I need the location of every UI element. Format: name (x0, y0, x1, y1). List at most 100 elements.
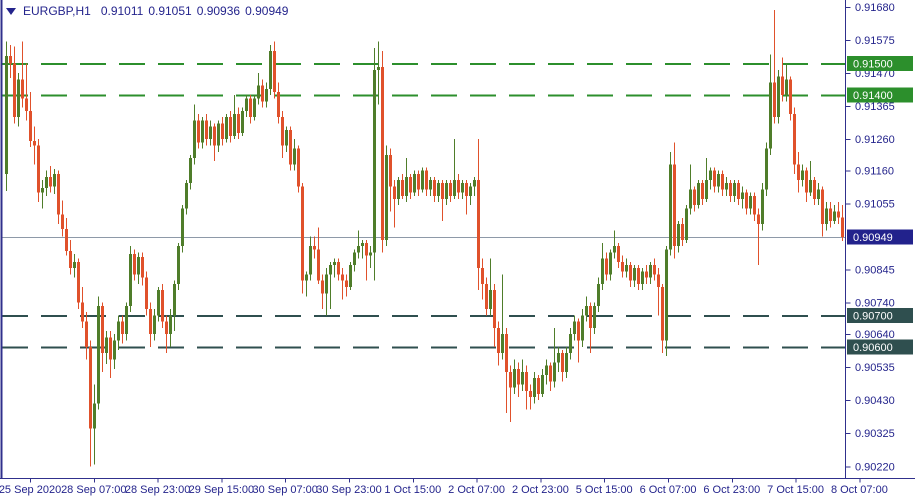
candle-bull (157, 290, 160, 316)
candle-bull (741, 192, 744, 199)
candle-bull (153, 315, 156, 335)
candle-bear (85, 321, 88, 347)
candle-bear (229, 117, 232, 137)
candle-bull (705, 180, 708, 199)
candle-bear (29, 110, 32, 141)
candle-bear (281, 117, 284, 146)
candle-bear (197, 120, 200, 143)
candle-bear (261, 85, 264, 102)
candle-bull (385, 154, 388, 240)
x-axis-label: 2 Oct 23:00 (512, 484, 569, 496)
price-level-badge (847, 339, 913, 355)
x-axis-label: 28 Sep 23:00 (125, 484, 190, 496)
price-level-badge-label: 0.90700 (853, 310, 893, 322)
candle-bear (693, 189, 696, 206)
candle-bull (709, 170, 712, 181)
y-axis-label: 0.90535 (855, 362, 895, 374)
candle-bear (417, 173, 420, 190)
candle-bull (253, 98, 256, 118)
y-axis-label: 0.90220 (855, 461, 895, 473)
candle-bear (77, 261, 80, 303)
candle-bull (761, 189, 764, 225)
candle-bull (73, 261, 76, 269)
candle-bear (165, 321, 168, 335)
candle-bear (517, 368, 520, 385)
candle-bear (133, 253, 136, 275)
candle-bull (777, 76, 780, 118)
candle-bull (809, 180, 812, 193)
candle-bull (333, 261, 336, 265)
candle-bear (337, 261, 340, 275)
candle-bear (21, 79, 24, 99)
y-axis-label: 0.90640 (855, 329, 895, 341)
ohlc-high-value: 0.91051 (148, 4, 192, 18)
y-axis-label: 0.91575 (855, 35, 895, 47)
candle-bear (13, 63, 16, 118)
candle-bear (237, 114, 240, 133)
y-axis-label: 0.91055 (855, 199, 895, 211)
candle-bear (145, 277, 148, 310)
candle-bull (169, 315, 172, 335)
candle-bear (729, 183, 732, 196)
candle-bull (609, 252, 612, 275)
candle-bear (789, 79, 792, 115)
candle-bull (353, 252, 356, 265)
y-axis-label: 0.90325 (855, 428, 895, 440)
x-axis-label: 29 Sep 15:00 (189, 484, 254, 496)
candle-bull (541, 375, 544, 394)
candle-bull (717, 173, 720, 187)
candle-bear (477, 180, 480, 269)
candle-bull (53, 173, 56, 187)
candle-bull (405, 176, 408, 196)
candle-bull (649, 264, 652, 278)
candle-bull (533, 378, 536, 398)
candle-bull (377, 66, 380, 71)
candle-bear (821, 189, 824, 225)
candle-bear (297, 148, 300, 187)
x-axis-label: 2 Oct 07:00 (448, 484, 505, 496)
candle-bull (173, 283, 176, 316)
candle-bear (797, 164, 800, 181)
candle-bear (661, 287, 664, 341)
candle-bull (677, 224, 680, 247)
candle-bull (725, 183, 728, 190)
candle-bull (565, 353, 568, 372)
x-axis-label: 6 Oct 23:00 (703, 484, 760, 496)
y-axis-label: 0.91260 (855, 134, 895, 146)
candle-bull (785, 79, 788, 96)
y-axis-label: 0.90430 (855, 395, 895, 407)
candle-bear (441, 183, 444, 199)
candle-bear (81, 302, 84, 322)
candle-bear (205, 120, 208, 140)
candle-bear (457, 180, 460, 193)
candle-bear (345, 280, 348, 288)
candle-bear (713, 170, 716, 187)
candle-bull (445, 183, 448, 199)
candle-bear (341, 274, 344, 281)
candle-bull (613, 246, 616, 253)
candle-bull (361, 242, 364, 247)
candle-bear (505, 334, 508, 372)
candle-bull (429, 180, 432, 190)
candle-bear (605, 258, 608, 275)
candle-bull (557, 353, 560, 363)
ohlc-open-value: 0.91011 (100, 4, 144, 18)
candle-bear (149, 309, 152, 335)
candle-bull (817, 189, 820, 199)
symbol-marker-icon (6, 7, 16, 15)
candle-bear (69, 250, 72, 269)
candle-bull (569, 334, 572, 354)
candle-bear (781, 76, 784, 96)
candle-bear (645, 271, 648, 278)
candle-bull (513, 368, 516, 388)
candle-bull (665, 249, 668, 341)
candle-bear (465, 183, 468, 196)
candle-bear (213, 126, 216, 146)
candle-bull (41, 187, 44, 193)
candle-bear (301, 186, 304, 281)
price-level-badge-label: 0.91500 (853, 59, 893, 71)
candle-bull (241, 110, 244, 133)
candle-bear (121, 321, 124, 335)
